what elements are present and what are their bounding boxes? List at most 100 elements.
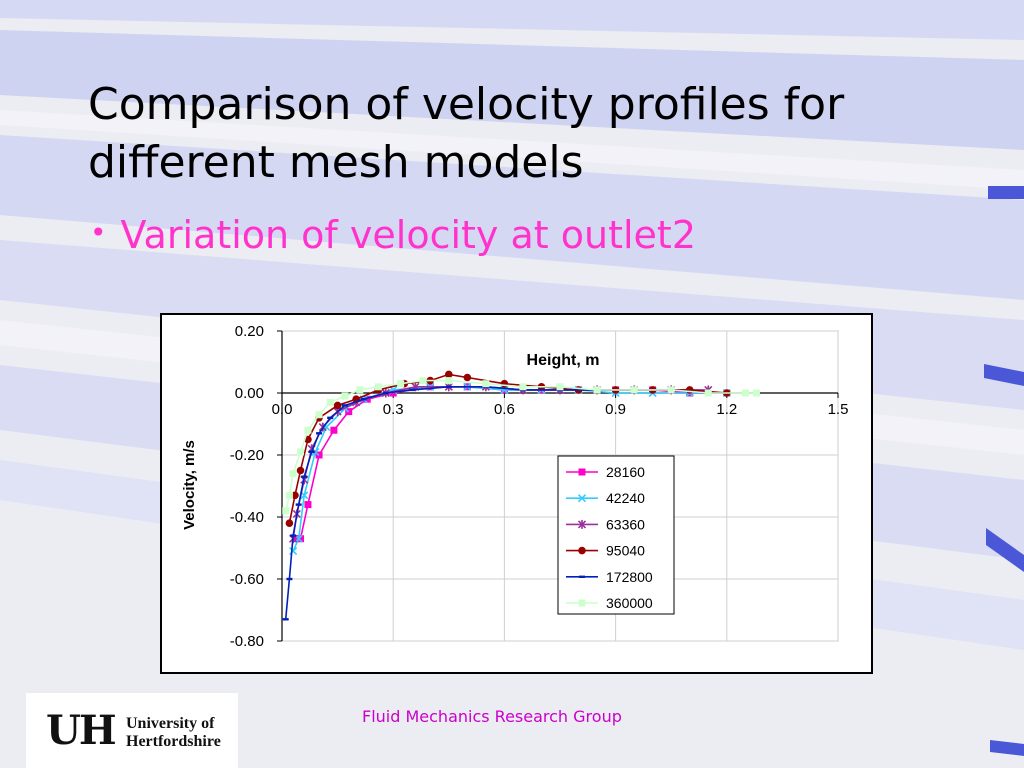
data-point: [286, 577, 293, 581]
legend-label: 63360: [606, 516, 645, 532]
data-point: [579, 575, 585, 578]
x-tick-label: 0.6: [494, 401, 515, 418]
legend-label: 28160: [606, 464, 645, 480]
data-point: [315, 411, 323, 419]
data-point: [289, 470, 297, 478]
data-point: [301, 475, 308, 478]
data-point: [342, 404, 349, 407]
data-point: [397, 380, 405, 388]
data-point: [741, 389, 749, 397]
data-point: [630, 386, 638, 394]
logo-line-1: University of: [126, 715, 215, 732]
legend-label: 42240: [606, 490, 645, 506]
slide-title: Comparison of velocity profiles for diff…: [88, 76, 968, 192]
legend-box: [557, 455, 675, 615]
data-point-stroke: [500, 385, 509, 394]
x-tick-label: 1.2: [716, 401, 737, 418]
data-point: [519, 383, 527, 391]
y-tick-label: 0.00: [235, 385, 264, 402]
data-point: [295, 503, 302, 506]
data-point: [445, 377, 453, 385]
data-point: [341, 392, 349, 400]
data-point: [327, 416, 334, 419]
y-tick-label: -0.80: [230, 633, 264, 650]
chart-frame: 0.0 0.3 0.6 0.9 1.2 1.5 0.20 0.00 -0.20 -0.40 -0.6…: [160, 313, 873, 674]
legend-label: 95040: [606, 543, 645, 559]
data-point: [704, 389, 712, 397]
data-point: [482, 380, 490, 388]
data-point: [285, 519, 294, 527]
data-point: [296, 466, 305, 475]
bullet-dot-icon: •: [90, 216, 107, 249]
data-point: [282, 618, 289, 621]
y-tick-label: 0.20: [235, 323, 264, 340]
data-point: [556, 383, 564, 391]
logo-mark: UH: [46, 707, 117, 754]
x-tick-label: 1.5: [828, 401, 849, 418]
data-point: [333, 401, 342, 410]
data-point: [285, 491, 293, 499]
data-point-stroke: [300, 491, 309, 500]
data-point: [578, 546, 586, 555]
velocity-chart: 0.0 0.3 0.6 0.9 1.2 1.5 0.20 0.00 -0.20 -0.40 -0.6…: [181, 323, 849, 650]
data-point: [308, 450, 315, 454]
legend-label: 172800: [606, 569, 653, 585]
title-line-1: Comparison of velocity profiles for: [88, 79, 845, 130]
data-point: [360, 398, 367, 401]
title-line-2: different mesh models: [88, 137, 584, 188]
legend-item: 28160: [566, 464, 645, 480]
data-point: [282, 507, 290, 515]
data-point: [356, 386, 364, 394]
legend-item: 42240: [566, 490, 645, 506]
data-point: [408, 388, 415, 392]
logo-line-2: Hertfordshire: [126, 733, 221, 750]
data-point: [297, 448, 305, 456]
data-point: [316, 432, 323, 435]
data-point: [330, 426, 338, 434]
data-point: [293, 535, 301, 543]
footer-text: Fluid Mechanics Research Group: [362, 707, 622, 726]
series-line: [284, 379, 757, 511]
data-point: [593, 386, 601, 394]
data-point: [290, 534, 297, 537]
data-point: [304, 501, 312, 509]
y-axis-title: Velocity, m/s: [181, 440, 198, 530]
data-point: [291, 491, 299, 500]
legend-item: 63360: [566, 516, 645, 532]
data-point-stroke: [577, 494, 587, 503]
y-tick-label: -0.20: [230, 447, 264, 464]
y-tick-label: -0.40: [230, 509, 264, 526]
data-point: [297, 535, 305, 543]
data-point: [374, 383, 382, 391]
university-logo: UH University of Hertfordshire: [26, 693, 238, 768]
data-point: [326, 398, 334, 406]
data-point: [445, 385, 452, 388]
data-point: [382, 391, 389, 395]
bullet-point: • Variation of velocity at outlet2: [90, 213, 696, 257]
legend-item: 360000: [566, 595, 653, 611]
logo-text: University of Hertfordshire: [126, 715, 221, 751]
data-point: [667, 386, 675, 394]
x-tick-label: 0.9: [605, 401, 626, 418]
series-360000: [282, 377, 760, 515]
data-point: [445, 370, 453, 379]
x-tick-label: 0.3: [383, 401, 404, 418]
data-point: [578, 468, 586, 476]
data-point: [419, 377, 427, 385]
data-point: [577, 519, 587, 529]
data-point: [685, 386, 694, 394]
data-point: [578, 599, 586, 607]
legend: 28160 42240 63360 95040 172800 360000: [557, 455, 675, 615]
legend-item: 172800: [566, 569, 653, 585]
data-point: [577, 494, 587, 503]
bullet-text: Variation of velocity at outlet2: [120, 213, 696, 257]
x-axis-title: Height, m: [527, 352, 600, 369]
legend-label: 360000: [606, 595, 653, 611]
data-point: [752, 389, 760, 397]
data-point: [389, 389, 397, 397]
legend-item: 95040: [566, 543, 645, 559]
y-tick-label: -0.60: [230, 571, 264, 588]
data-point: [304, 426, 312, 434]
x-tick-label: 0.0: [272, 401, 293, 418]
data-point: [500, 379, 509, 388]
